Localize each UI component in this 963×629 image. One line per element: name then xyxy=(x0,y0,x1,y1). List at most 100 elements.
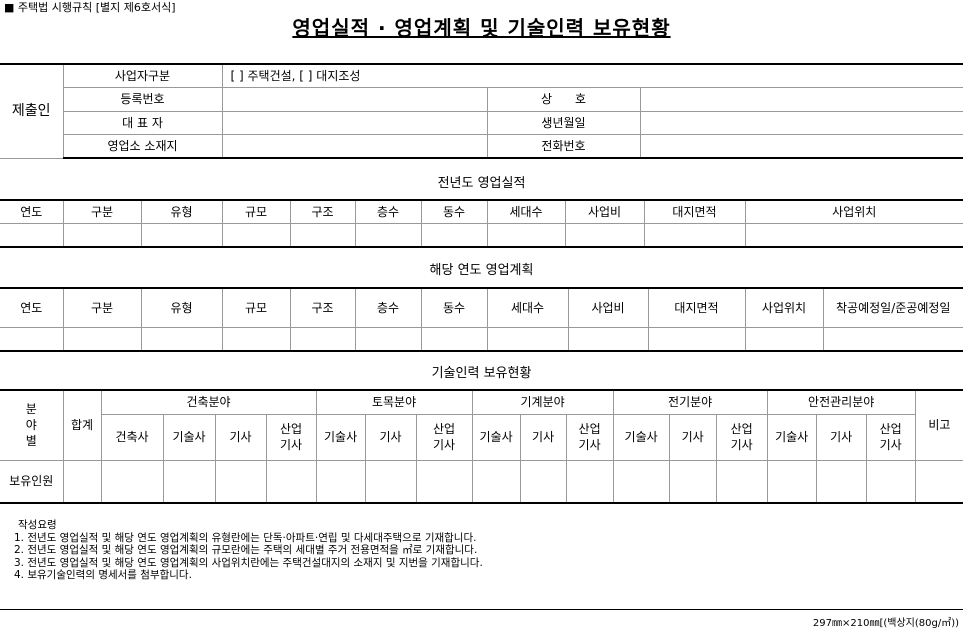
plan-cell[interactable] xyxy=(420,326,488,352)
reg-no-label: 등록번호 xyxy=(63,86,223,112)
plan-header: 규모 xyxy=(221,287,291,328)
qualification-header: 기사 xyxy=(364,413,417,461)
headcount-cell[interactable] xyxy=(565,459,614,504)
plan-header: 사업비 xyxy=(567,287,649,328)
plan-table: 연도 구분 유형 규모 구조 층수 동수 세대수 사업비 대지면적 사업위치 착공예정일/준공예정일 xyxy=(0,287,963,352)
qualification-header: 산업 기사 xyxy=(865,413,916,461)
plan-cell[interactable] xyxy=(744,326,824,352)
qualification-header: 기술사 xyxy=(471,413,521,461)
plan-cell[interactable] xyxy=(647,326,746,352)
field-group-header: 안전관리분야 xyxy=(766,389,916,415)
reg-no-field[interactable] xyxy=(221,86,488,112)
plan-header: 유형 xyxy=(140,287,223,328)
qualification-header: 산업 기사 xyxy=(715,413,768,461)
prev-year-header: 사업위치 xyxy=(744,199,963,224)
headcount-cell[interactable] xyxy=(214,459,267,504)
prev-year-cell[interactable] xyxy=(354,222,422,248)
prev-year-header: 동수 xyxy=(420,199,488,224)
trade-name-field[interactable] xyxy=(639,86,963,112)
plan-cell[interactable] xyxy=(0,326,64,352)
phone-label: 전화번호 xyxy=(486,133,641,159)
plan-cell[interactable] xyxy=(140,326,223,352)
field-label: 분 야 별 xyxy=(0,389,64,461)
headcount-cell[interactable] xyxy=(415,459,473,504)
prev-year-header: 유형 xyxy=(140,199,223,224)
divider xyxy=(0,609,963,610)
paper-size: 297㎜×210㎜[(백상지(80g/㎡)) xyxy=(812,618,959,629)
prev-year-cell[interactable] xyxy=(744,222,963,248)
qualification-header: 기사 xyxy=(214,413,267,461)
representative-field[interactable] xyxy=(221,110,488,135)
prev-year-cell[interactable] xyxy=(289,222,356,248)
field-group-header: 기계분야 xyxy=(471,389,614,415)
trade-name-label: 상 호 xyxy=(486,86,641,112)
plan-header: 착공예정일/준공예정일 xyxy=(822,287,963,328)
plan-header: 구분 xyxy=(62,287,142,328)
headcount-cell[interactable] xyxy=(315,459,366,504)
plan-cell[interactable] xyxy=(289,326,356,352)
prev-year-header: 연도 xyxy=(0,199,64,224)
prev-year-cell[interactable] xyxy=(420,222,488,248)
plan-header: 구조 xyxy=(289,287,356,328)
prev-year-table: 연도 구분 유형 규모 구조 층수 동수 세대수 사업비 대지면적 사업위치 xyxy=(0,199,963,248)
headcount-cell[interactable] xyxy=(715,459,768,504)
instructions: 작성요령 1. 전년도 영업실적 및 해당 연도 영업계획의 유형란에는 단독·… xyxy=(14,519,483,582)
qualification-header: 기사 xyxy=(668,413,717,461)
prev-year-header: 사업비 xyxy=(564,199,645,224)
instructions-title: 작성요령 xyxy=(18,519,57,531)
phone-field[interactable] xyxy=(639,133,963,159)
headcount-cell[interactable] xyxy=(265,459,317,504)
plan-cell[interactable] xyxy=(221,326,291,352)
plan-cell[interactable] xyxy=(822,326,963,352)
birthdate-field[interactable] xyxy=(639,110,963,135)
prev-year-cell[interactable] xyxy=(0,222,64,248)
plan-title: 해당 연도 영업계획 xyxy=(429,263,534,278)
submitter-label: 제출인 xyxy=(0,63,64,159)
plan-cell[interactable] xyxy=(62,326,142,352)
headcount-cell[interactable] xyxy=(519,459,567,504)
form-label: ■ 주택법 시행규칙 [별지 제6호서식] xyxy=(4,1,176,14)
plan-header: 대지면적 xyxy=(647,287,746,328)
qualification-header: 산업 기사 xyxy=(415,413,473,461)
headcount-cell[interactable] xyxy=(364,459,417,504)
prev-year-cell[interactable] xyxy=(62,222,142,248)
plan-cell[interactable] xyxy=(567,326,649,352)
office-label: 영업소 소재지 xyxy=(63,133,223,159)
representative-label: 대 표 자 xyxy=(63,110,223,135)
total-label: 합계 xyxy=(62,389,102,461)
headcount-cell[interactable] xyxy=(100,459,164,504)
plan-cell[interactable] xyxy=(354,326,422,352)
business-type-label: 사업자구분 xyxy=(62,63,223,88)
remarks-label: 비고 xyxy=(914,389,963,461)
prev-year-header: 층수 xyxy=(354,199,422,224)
tech-table: 분 야 별 합계 건축분야 토목분야 기계분야 전기분야 안전관리분야 비고 건축사 기술사… xyxy=(0,389,963,504)
business-type-checkboxes[interactable]: [ ] 주택건설, [ ] 대지조성 xyxy=(221,63,963,88)
qualification-header: 산업 기사 xyxy=(565,413,614,461)
headcount-cell[interactable] xyxy=(471,459,521,504)
qualification-header: 건축사 xyxy=(101,413,164,461)
plan-header: 층수 xyxy=(354,287,422,328)
prev-year-cell[interactable] xyxy=(486,222,566,248)
prev-year-cell[interactable] xyxy=(643,222,746,248)
field-group-header: 전기분야 xyxy=(612,389,768,415)
headcount-cell[interactable] xyxy=(162,459,216,504)
prev-year-cell[interactable] xyxy=(140,222,223,248)
instruction-item: 3. 전년도 영업실적 및 해당 연도 영업계획의 사업위치란에는 주택건설대지… xyxy=(14,556,483,569)
field-group-header: 건축분야 xyxy=(100,389,317,415)
prev-year-cell[interactable] xyxy=(221,222,291,248)
plan-header: 세대수 xyxy=(486,287,569,328)
headcount-cell[interactable] xyxy=(815,459,867,504)
plan-header: 연도 xyxy=(0,287,64,328)
page-title: 영업실적 · 영업계획 및 기술인력 보유현황 xyxy=(292,16,671,40)
headcount-cell[interactable] xyxy=(865,459,916,504)
prev-year-header: 세대수 xyxy=(486,199,566,224)
headcount-cell[interactable] xyxy=(914,459,963,504)
headcount-cell[interactable] xyxy=(766,459,817,504)
prev-year-cell[interactable] xyxy=(564,222,645,248)
headcount-cell[interactable] xyxy=(612,459,670,504)
office-field[interactable] xyxy=(221,133,488,159)
headcount-cell[interactable] xyxy=(668,459,717,504)
tech-title: 기술인력 보유현황 xyxy=(431,366,532,381)
plan-cell[interactable] xyxy=(486,326,569,352)
headcount-cell[interactable] xyxy=(62,459,102,504)
